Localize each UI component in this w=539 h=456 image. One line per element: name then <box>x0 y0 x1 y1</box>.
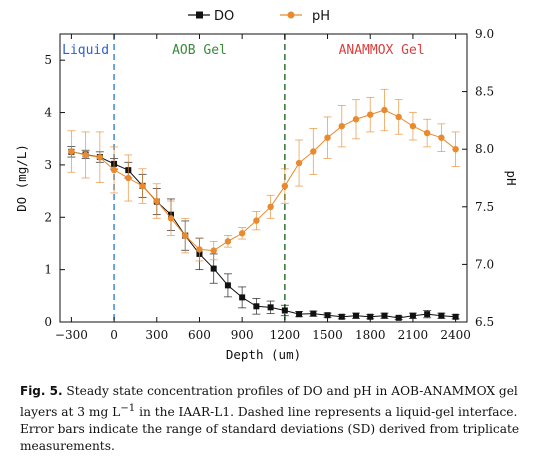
y-left-tick-label: 2 <box>44 210 52 224</box>
figure-caption: Fig. 5. Steady state concentration profi… <box>20 383 522 455</box>
data-point <box>409 122 417 130</box>
region-label-0: Liquid <box>62 43 109 58</box>
data-point <box>295 159 303 167</box>
data-point <box>224 238 232 245</box>
x-tick-label: 1200 <box>270 328 301 342</box>
data-point <box>395 314 402 321</box>
data-point <box>353 312 359 319</box>
data-point <box>68 148 75 155</box>
data-point <box>239 294 246 301</box>
data-point <box>367 313 374 320</box>
data-point <box>110 166 118 174</box>
legend-label: DO <box>214 9 234 24</box>
y-right-tick-label: 8.0 <box>475 142 494 156</box>
y-right-tick-label: 7.5 <box>475 200 494 214</box>
series-do <box>67 146 460 321</box>
data-point <box>367 111 374 118</box>
caption-unit-exponent: −1 <box>120 403 136 414</box>
data-point <box>423 129 431 137</box>
data-point <box>381 312 388 319</box>
y-left-tick-label: 3 <box>44 158 52 172</box>
data-point <box>452 313 459 320</box>
data-point <box>238 230 246 237</box>
data-point <box>310 310 317 317</box>
data-point <box>352 116 360 123</box>
series-line <box>71 109 456 252</box>
x-tick-label: 1500 <box>312 328 343 342</box>
plot-frame <box>59 33 468 323</box>
series-line <box>71 151 456 319</box>
data-point <box>182 232 189 239</box>
x-tick-label: −300 <box>55 328 88 342</box>
data-point <box>438 134 445 141</box>
region-label-1: AOB Gel <box>172 43 227 58</box>
caption-label: Fig. 5. <box>20 384 63 398</box>
data-point <box>338 122 345 130</box>
data-point <box>210 265 217 272</box>
data-point <box>125 174 132 182</box>
x-tick-label: 2400 <box>440 328 471 342</box>
data-point <box>424 311 431 318</box>
x-tick-label: 600 <box>188 328 211 342</box>
chart-svg: −300 0 300 600 900 1200 1500 1800 2100 2400012345… <box>14 9 519 362</box>
axes-layer: −300 0 300 600 900 1200 1500 1800 2100 2400012345… <box>44 27 494 342</box>
legend-entry-ph: pH <box>280 9 330 24</box>
data-point <box>267 203 274 210</box>
data-point <box>253 217 260 224</box>
legend-marker <box>287 11 295 19</box>
data-point <box>452 146 459 153</box>
y-left-tick-label: 4 <box>44 106 52 120</box>
caption-text-2: in the IAAR-L1. Dashed line represents a… <box>20 405 520 454</box>
data-point <box>210 247 217 254</box>
x-tick-label: 2100 <box>398 328 429 342</box>
data-point <box>324 312 331 319</box>
x-tick-label: 0 <box>110 328 118 342</box>
data-point <box>153 197 160 205</box>
data-point <box>296 311 303 318</box>
series-ph <box>67 88 460 262</box>
y-left-tick-label: 1 <box>44 263 52 277</box>
data-point <box>82 151 89 159</box>
legend-entry-do: DO <box>188 9 234 24</box>
y-right-tick-label: 7.0 <box>475 257 494 271</box>
data-point <box>281 307 288 314</box>
data-point <box>267 304 274 311</box>
data-point <box>224 282 231 289</box>
data-point <box>253 303 260 310</box>
data-point <box>324 134 331 141</box>
x-tick-label: 1800 <box>355 328 386 342</box>
x-axis-title: Depth (um) <box>226 347 301 362</box>
legend-marker <box>196 11 203 19</box>
y-left-tick-label: 5 <box>44 53 52 67</box>
data-point <box>338 313 345 320</box>
x-tick-label: 300 <box>145 328 168 342</box>
y-right-tick-label: 6.5 <box>475 315 494 329</box>
y-left-tick-label: 0 <box>44 315 52 329</box>
y-right-tick-label: 8.5 <box>475 85 494 99</box>
interface-lines <box>113 34 286 322</box>
data-point <box>395 113 402 121</box>
region-label-2: ANAMMOX Gel <box>339 43 425 58</box>
x-tick-label: 900 <box>231 328 254 342</box>
y-right-tick-label: 9.0 <box>475 27 494 41</box>
data-point <box>381 106 388 114</box>
data-point <box>196 246 203 253</box>
data-point <box>310 148 317 155</box>
y-right-axis-title: pH <box>504 170 519 185</box>
data-point <box>139 182 146 190</box>
data-point <box>281 182 289 190</box>
legend-label: pH <box>312 9 330 24</box>
caption-text-1: Steady state concentration profiles of D… <box>20 384 518 420</box>
data-point <box>167 215 175 222</box>
data-point <box>409 312 416 319</box>
chart-figure: −300 0 300 600 900 1200 1500 1800 2100 2400 0 1 2 3 4 5… <box>14 9 519 362</box>
labels-layer: Depth (um) DO (mg/L) pH Liquid AOB Gel ANAMMO… <box>14 9 519 362</box>
y-left-axis-title: DO (mg/L) <box>14 144 29 212</box>
series-layer <box>67 88 460 321</box>
data-point <box>96 154 104 161</box>
data-point <box>438 312 445 319</box>
